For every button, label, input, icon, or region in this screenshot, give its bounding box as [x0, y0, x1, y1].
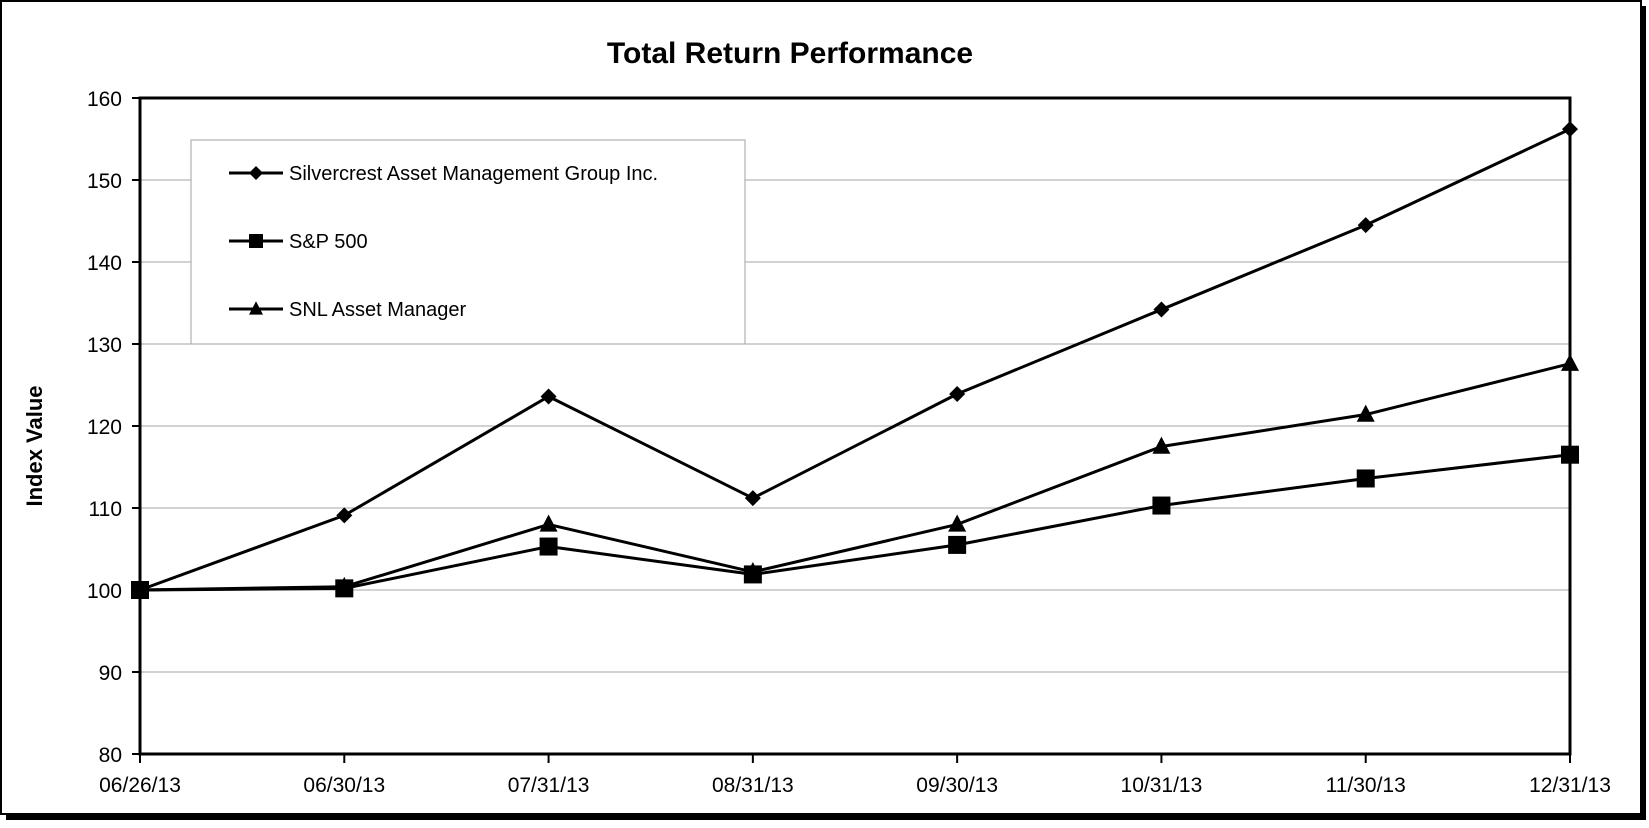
- y-tick-label: 140: [87, 252, 122, 275]
- x-tick-label: 12/31/13: [1529, 774, 1611, 797]
- series-line: [139, 362, 1571, 592]
- data-point-square: [1152, 496, 1171, 515]
- y-tick-label: 100: [87, 580, 122, 603]
- legend-label: SNL Asset Manager: [289, 299, 466, 321]
- series-diamond: [132, 121, 1578, 598]
- legend-box: [190, 139, 746, 345]
- data-point-triangle: [1356, 404, 1375, 422]
- data-point-triangle: [1561, 353, 1579, 371]
- y-tick-label: 90: [99, 662, 122, 685]
- x-tick-label: 11/30/13: [1326, 774, 1406, 797]
- data-point-square: [948, 535, 967, 554]
- legend-marker-triangle: [249, 301, 263, 315]
- x-tick-label: 09/30/13: [916, 774, 998, 797]
- data-point-diamond: [1562, 121, 1578, 138]
- data-point-square: [539, 537, 558, 556]
- data-point-diamond: [744, 490, 761, 507]
- x-tick-label: 06/30/13: [303, 774, 385, 797]
- data-point-triangle: [1152, 436, 1171, 454]
- legend-marker-square: [249, 234, 263, 248]
- y-tick-label: 120: [87, 416, 122, 439]
- y-tick-label: 110: [89, 498, 122, 521]
- data-point-triangle: [539, 514, 558, 532]
- y-axis-ticks: 80 90 100 110 120 130 140 150 160: [87, 88, 140, 767]
- x-tick-label: 07/31/13: [508, 774, 590, 797]
- legend-label: Silvercrest Asset Management Group Inc.: [289, 163, 658, 185]
- data-point-triangle: [948, 514, 967, 532]
- x-tick-label: 08/31/13: [712, 774, 794, 797]
- series-lines: [131, 121, 1579, 599]
- data-point-triangle: [335, 576, 354, 594]
- y-axis-label: Index Value: [22, 385, 47, 506]
- y-tick-label: 160: [87, 88, 122, 111]
- data-point-diamond: [1357, 217, 1374, 234]
- y-tick-label: 150: [87, 170, 122, 193]
- x-tick-label: 10/31/13: [1121, 774, 1203, 797]
- data-point-diamond: [949, 386, 966, 403]
- data-point-diamond: [540, 388, 557, 405]
- legend-marker-diamond: [249, 166, 263, 180]
- data-point-diamond: [1153, 301, 1170, 318]
- legend-label: S&P 500: [289, 231, 368, 253]
- data-point-diamond: [336, 507, 353, 524]
- series-line: [139, 453, 1571, 592]
- x-tick-label: 06/26/13: [99, 774, 181, 797]
- data-point-square: [1561, 445, 1579, 464]
- series-square: [131, 445, 1579, 599]
- legend-item: S&P 500: [229, 231, 368, 253]
- x-axis-ticks: 06/26/13 06/30/13 07/31/13 08/31/13 09/30/13…: [99, 754, 1611, 797]
- data-point-triangle: [743, 562, 762, 580]
- y-tick-label: 130: [87, 334, 122, 357]
- y-tick-label: 80: [99, 744, 122, 767]
- data-point-square: [1356, 469, 1375, 488]
- legend: Silvercrest Asset Management Group Inc. S…: [190, 139, 746, 345]
- data-point-triangle: [131, 580, 149, 598]
- legend-item: Silvercrest Asset Management Group Inc.: [229, 163, 658, 185]
- chart-title: Total Return Performance: [607, 37, 973, 70]
- legend-item: SNL Asset Manager: [229, 299, 466, 321]
- legend-items: Silvercrest Asset Management Group Inc. S…: [229, 163, 658, 321]
- series-triangle: [131, 353, 1579, 598]
- series-line: [139, 127, 1571, 592]
